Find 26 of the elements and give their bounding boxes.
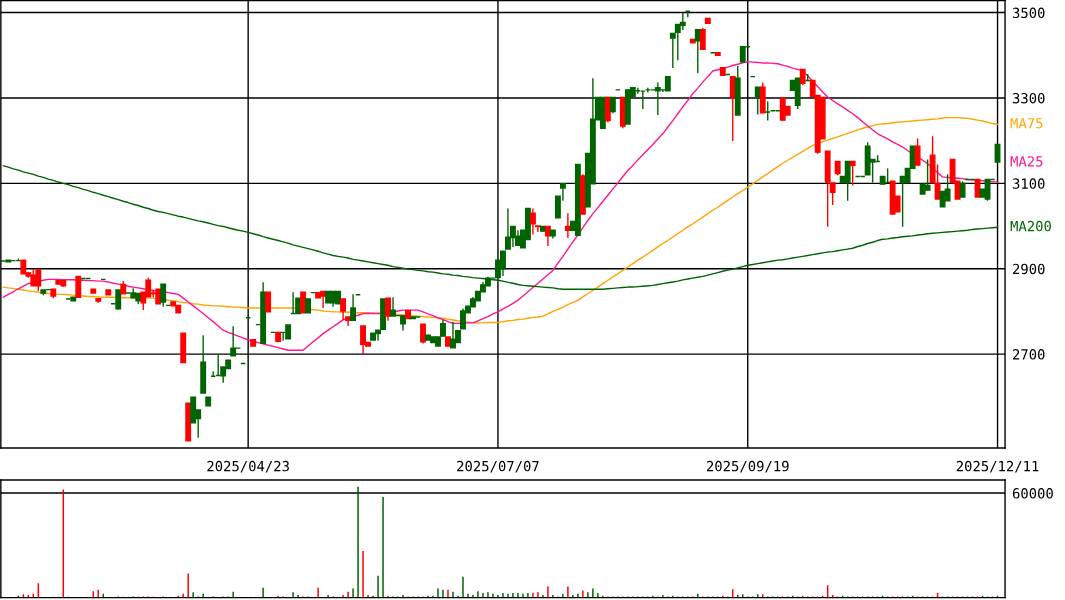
y-tick-label: 3100 bbox=[1012, 178, 1045, 189]
candlestick bbox=[844, 160, 851, 202]
candlestick bbox=[699, 27, 706, 50]
candlestick bbox=[604, 96, 611, 123]
y-tick-label: 2900 bbox=[1013, 263, 1045, 275]
candlestick bbox=[390, 296, 396, 317]
candlestick bbox=[340, 298, 347, 321]
series-label: MA25 bbox=[1010, 156, 1043, 167]
x-tick-label: 2025/04/23 bbox=[207, 460, 289, 473]
x-tick-label: 2025/07/07 bbox=[457, 460, 539, 473]
y-tick-label: 3300 bbox=[1012, 92, 1045, 104]
candlestick bbox=[385, 297, 391, 322]
candlestick bbox=[115, 289, 122, 311]
candlestick bbox=[924, 158, 931, 191]
y-tick-label: 2700 bbox=[1013, 349, 1045, 360]
series-label: MA200 bbox=[1010, 220, 1051, 232]
candlestick bbox=[420, 323, 426, 345]
x-tick-label: 2025/12/11 bbox=[956, 460, 1039, 473]
line-series bbox=[2, 165, 999, 290]
candlestick bbox=[849, 160, 856, 187]
series-label: MA75 bbox=[1010, 118, 1043, 129]
x-tick-label: 2025/09/19 bbox=[706, 460, 789, 473]
candlestick bbox=[914, 137, 921, 166]
candlestick bbox=[265, 291, 272, 313]
y-tick-label: 3500 bbox=[1012, 7, 1045, 19]
y-tick-label: 60000 bbox=[1012, 488, 1053, 499]
